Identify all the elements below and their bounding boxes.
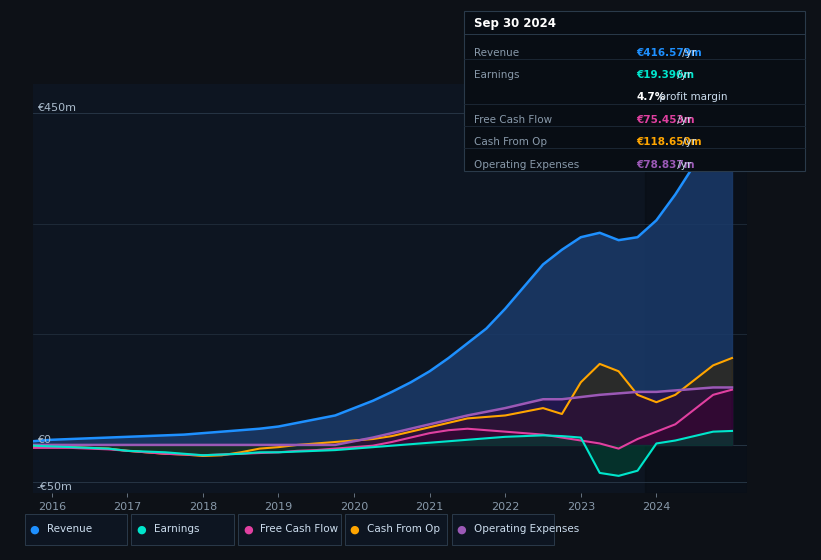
Text: Sep 30 2024: Sep 30 2024 bbox=[474, 17, 556, 30]
Text: ●: ● bbox=[136, 524, 146, 534]
Text: 4.7%: 4.7% bbox=[636, 92, 666, 102]
Text: /yr: /yr bbox=[678, 48, 696, 58]
Text: Free Cash Flow: Free Cash Flow bbox=[474, 115, 552, 125]
Text: Cash From Op: Cash From Op bbox=[474, 137, 547, 147]
Text: -€50m: -€50m bbox=[37, 482, 72, 492]
Text: Free Cash Flow: Free Cash Flow bbox=[260, 524, 338, 534]
Text: Operating Expenses: Operating Expenses bbox=[474, 160, 579, 170]
Text: ●: ● bbox=[350, 524, 360, 534]
Text: €450m: €450m bbox=[37, 104, 76, 114]
Text: Earnings: Earnings bbox=[474, 70, 519, 80]
Text: €416.579m: €416.579m bbox=[636, 48, 702, 58]
Text: /yr: /yr bbox=[674, 160, 691, 170]
Text: Revenue: Revenue bbox=[47, 524, 92, 534]
Text: profit margin: profit margin bbox=[656, 92, 727, 102]
Text: /yr: /yr bbox=[674, 115, 691, 125]
Text: €78.837m: €78.837m bbox=[636, 160, 695, 170]
Text: /yr: /yr bbox=[674, 70, 691, 80]
Text: €75.453m: €75.453m bbox=[636, 115, 695, 125]
Text: Cash From Op: Cash From Op bbox=[367, 524, 440, 534]
Text: ●: ● bbox=[456, 524, 466, 534]
Text: /yr: /yr bbox=[678, 137, 696, 147]
Text: ●: ● bbox=[243, 524, 253, 534]
Bar bbox=[645, 84, 747, 493]
Text: Earnings: Earnings bbox=[154, 524, 199, 534]
Text: €0: €0 bbox=[37, 435, 51, 445]
Text: Operating Expenses: Operating Expenses bbox=[474, 524, 579, 534]
Text: Revenue: Revenue bbox=[474, 48, 519, 58]
Text: ●: ● bbox=[30, 524, 39, 534]
Text: €19.396m: €19.396m bbox=[636, 70, 695, 80]
Text: €118.650m: €118.650m bbox=[636, 137, 702, 147]
